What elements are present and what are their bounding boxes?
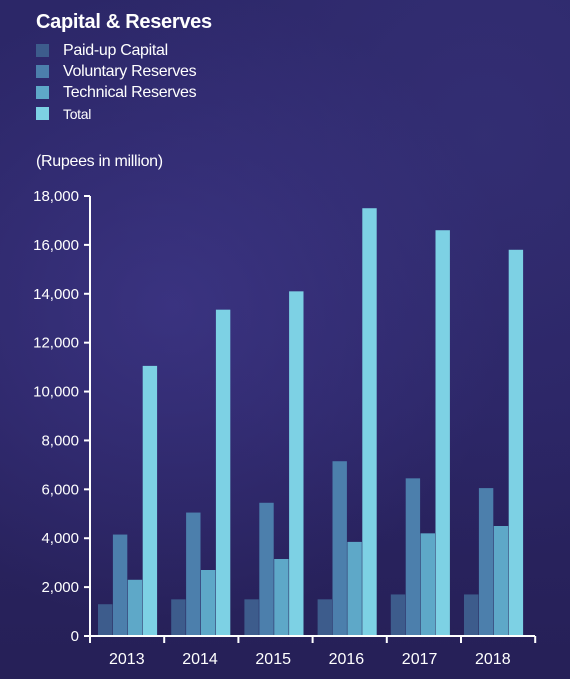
legend-item-voluntary-reserves: Voluntary Reserves <box>36 61 197 82</box>
y-tick-label: 0 <box>71 628 79 645</box>
legend-swatch <box>36 86 49 99</box>
bar <box>171 599 186 636</box>
legend-label: Technical Reserves <box>63 83 197 101</box>
y-tick-label: 6,000 <box>41 481 79 498</box>
bar <box>201 570 216 636</box>
bar <box>289 291 304 636</box>
bar <box>347 541 362 636</box>
bar <box>508 249 524 636</box>
bar <box>259 502 274 636</box>
bar <box>317 599 332 636</box>
y-tick-label: 12,000 <box>33 335 79 352</box>
y-tick-label: 16,000 <box>33 237 79 254</box>
unit-label: (Rupees in million) <box>36 153 163 170</box>
bar <box>405 478 421 636</box>
x-tick-label: 2018 <box>475 651 511 668</box>
x-tick-label: 2016 <box>329 651 365 668</box>
bar <box>186 512 201 636</box>
legend-label: Total <box>63 105 92 122</box>
legend-item-total: Total <box>36 103 196 124</box>
x-tick-label: 2014 <box>182 651 218 668</box>
bar <box>420 533 435 636</box>
bar <box>464 594 479 636</box>
bar <box>142 365 158 636</box>
legend-label: Paid-up Capital <box>63 41 168 59</box>
bar <box>390 594 406 636</box>
y-tick-label: 2,000 <box>41 579 79 596</box>
y-tick-label: 8,000 <box>41 432 79 449</box>
legend-swatch <box>36 44 49 57</box>
bar <box>493 526 509 636</box>
bar <box>332 461 347 636</box>
legend-swatch <box>36 107 49 120</box>
bar <box>244 599 259 636</box>
x-tick-label: 2013 <box>109 651 145 668</box>
legend: Paid-up Capital Voluntary Reserves Techn… <box>36 40 197 124</box>
bar <box>435 230 450 636</box>
bar <box>362 208 377 636</box>
y-tick-label: 10,000 <box>33 384 79 401</box>
y-tick-label: 18,000 <box>33 188 79 205</box>
bar <box>127 579 143 636</box>
bar <box>478 488 494 636</box>
legend-label: Voluntary Reserves <box>63 62 197 80</box>
bar <box>98 604 113 636</box>
y-tick-label: 14,000 <box>33 286 79 303</box>
x-tick-label: 2017 <box>402 651 438 668</box>
bar <box>112 534 128 636</box>
bar <box>215 309 231 636</box>
y-tick-label: 4,000 <box>41 530 79 547</box>
x-tick-label: 2015 <box>255 651 291 668</box>
legend-item-paid-up-capital: Paid-up Capital <box>36 40 196 61</box>
bar <box>274 559 289 636</box>
chart-title: Capital & Reserves <box>36 11 212 33</box>
legend-item-technical-reserves: Technical Reserves <box>36 82 197 103</box>
legend-swatch <box>36 65 49 78</box>
